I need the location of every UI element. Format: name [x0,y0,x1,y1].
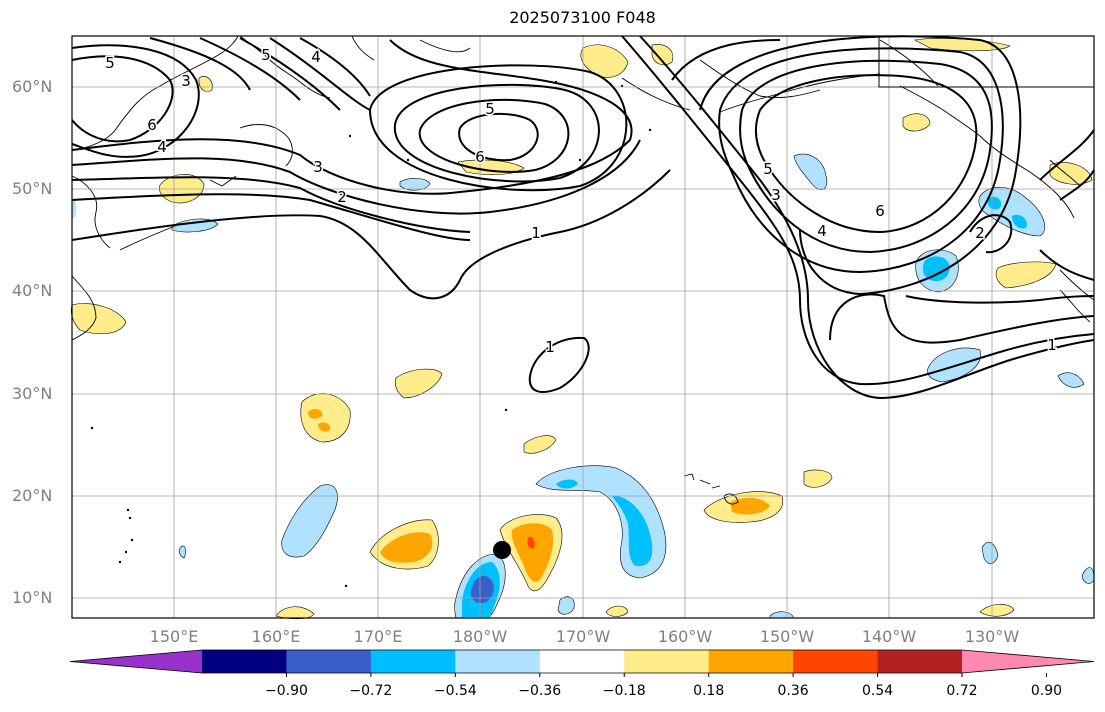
negative-anomaly-patch [981,541,999,565]
lon-label-150w: 150°W [759,627,815,646]
graticule [72,36,1094,618]
colorbar-tick-label: 0.54 [861,683,894,699]
contour-label: 4 [817,222,827,240]
positive-anomaly-patch [394,368,443,399]
contour-label: 1 [1047,336,1057,354]
negative-anomaly-patch [927,347,981,383]
contour-label: 5 [261,46,271,64]
lon-label-170e: 170°E [353,627,403,646]
positive-anomaly-patch [300,393,351,443]
contour-lines [71,37,671,300]
colorbar-tick-label: −0.90 [264,683,308,699]
lon-label-170w: 170°W [555,627,611,646]
colorbar-tick-label: −0.18 [602,683,646,699]
positive-anomaly-patch [580,44,629,78]
positive-anomaly-patch [902,113,931,132]
positive-anomaly-patch [275,606,315,620]
positive-anomaly-patch [1049,162,1093,185]
contour-label: 4 [157,138,167,156]
positive-anomaly-patch [995,261,1057,289]
negative-anomaly-patch [399,178,431,191]
contour-label: 2 [975,224,985,242]
contour-label: 3 [313,158,323,176]
strong-negative-anomaly-patch [922,256,950,282]
lat-label-50n: 50°N [12,179,53,198]
lon-label-150e: 150°E [149,627,199,646]
colorbar-tick-label: −0.72 [349,683,393,699]
negative-anomaly-patch [178,545,186,559]
strong-positive-anomaly-patch [308,409,323,419]
positive-anomaly-patch [979,603,1015,617]
contour-label: 1 [531,224,541,242]
colorbar-tick-label: 0.90 [1030,683,1063,699]
strong-positive-anomaly-patch [511,523,554,583]
negative-anomaly-patch [793,153,828,190]
positive-anomaly-patch [523,435,557,454]
location-marker [493,541,511,559]
lon-label-180w: 180°W [452,627,508,646]
lon-label-160e: 160°E [251,627,301,646]
positive-anomaly-patch [651,44,674,66]
strong-negative-anomaly-patch [556,479,578,489]
contour-lines-east [621,35,1095,400]
contour-closed-low [528,336,590,393]
contour-label: 3 [771,186,781,204]
lon-label-140w: 140°W [861,627,917,646]
colorbar-tick-label: 0.72 [946,683,978,699]
map-frame [71,35,1095,619]
contour-label: 5 [485,100,495,118]
stronger-negative-anomaly-patch [470,575,494,604]
colorbar-tick-label: −0.54 [433,683,477,699]
lat-label-10n: 10°N [12,588,53,607]
colorbar-tick-label: −0.36 [518,683,562,699]
negative-anomaly-patch [1081,567,1095,584]
contour-label: 6 [147,116,157,134]
negative-anomaly-patch [557,596,575,615]
map-title: 2025073100 F048 [509,8,656,27]
negative-anomaly-patch [72,199,77,218]
contour-label: 1 [545,338,555,356]
strong-negative-anomaly-patch [612,495,653,567]
contour-label: 4 [311,48,321,66]
contour-label: 2 [337,188,347,206]
strong-negative-anomaly-patch [1012,214,1027,229]
negative-anomaly-patch [1057,372,1085,388]
extreme-positive-anomaly-patch [527,536,535,549]
contour-label: 5 [105,54,115,72]
shaded-anomaly-layer [70,38,1095,620]
colorbar-tick-label: 0.18 [693,683,725,699]
positive-anomaly-patch [70,303,127,335]
lat-label-30n: 30°N [12,384,53,403]
contour-label-group: 5 3 6 4 5 4 5 6 3 2 1 5 3 4 6 2 1 1 [104,45,1059,358]
positive-anomaly-patch [605,605,629,617]
contour-label: 6 [875,202,885,220]
island-dots [90,80,652,588]
negative-anomaly-patch [281,484,338,558]
positive-anomaly-patch [803,469,833,488]
positive-anomaly-patch [198,76,213,92]
contour-label: 6 [475,148,485,166]
strong-positive-anomaly-patch [318,422,331,432]
lat-label-20n: 20°N [12,486,53,505]
negative-anomaly-patch [769,611,795,619]
strong-negative-anomaly-patch [987,196,1002,210]
lat-label-40n: 40°N [12,281,53,300]
lon-label-160w: 160°W [657,627,713,646]
lat-label-60n: 60°N [12,77,53,96]
lon-label-130w: 130°W [964,627,1020,646]
contour-label: 3 [181,72,191,90]
strong-positive-anomaly-patch [380,532,433,563]
strong-positive-anomaly-patch [730,497,770,515]
contour-label: 5 [763,160,773,178]
inset-box [878,36,1094,88]
colorbar-tick-label: 0.36 [777,683,809,699]
